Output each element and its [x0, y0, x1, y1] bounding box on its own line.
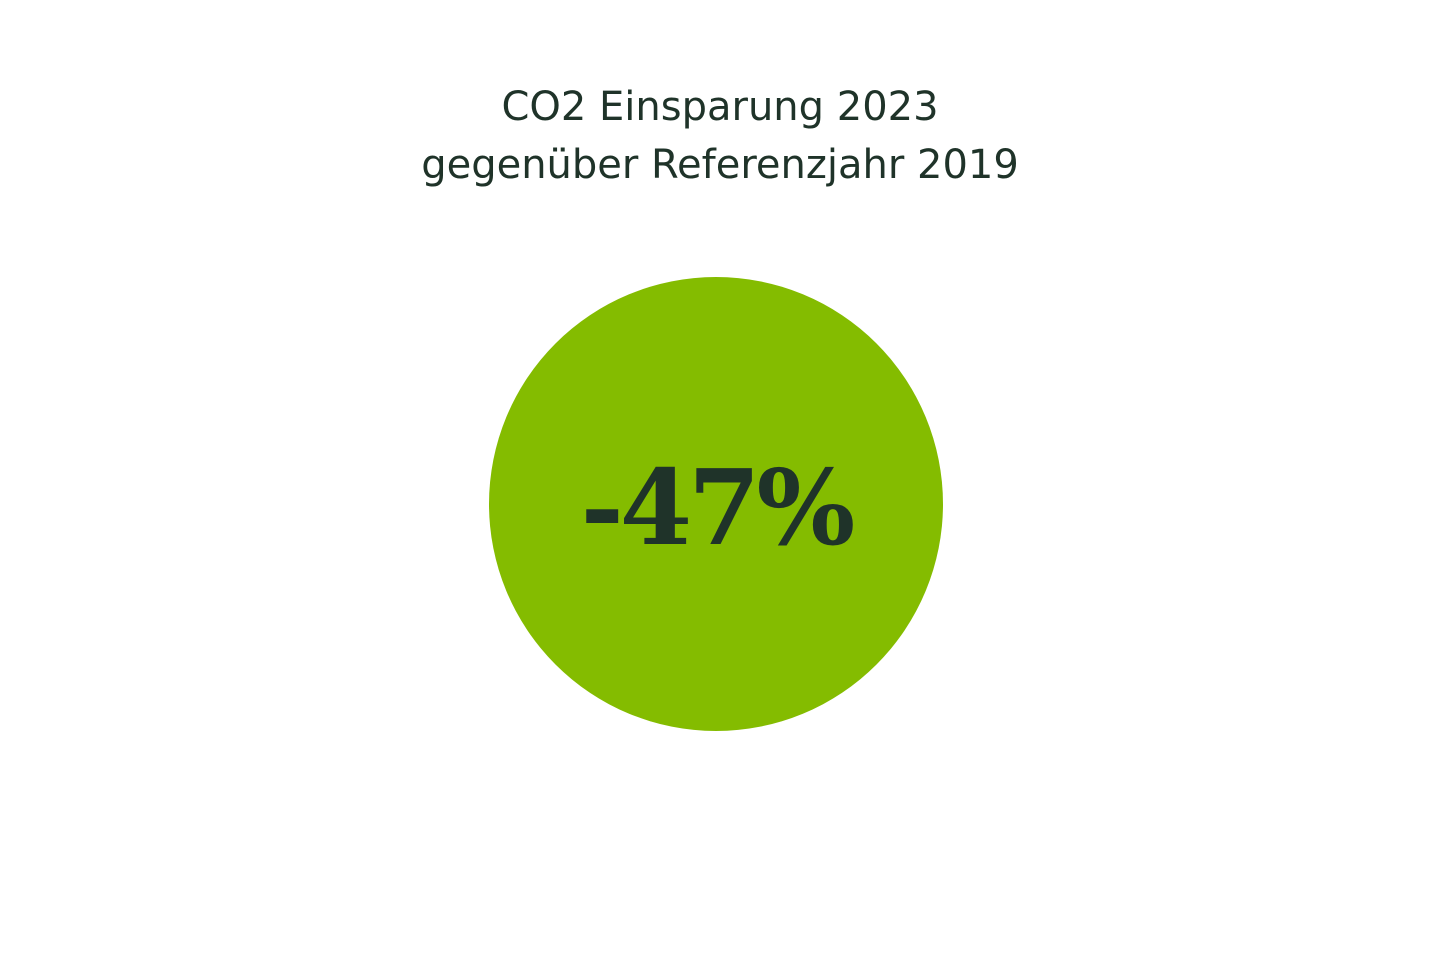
chart-title-line-1: CO2 Einsparung 2023 [501, 84, 939, 130]
kpi-circle: -47% [489, 277, 943, 731]
chart-title: CO2 Einsparung 2023 gegenüber Referenzja… [0, 78, 1440, 194]
kpi-value: -47% [580, 445, 856, 569]
chart-title-line-2: gegenüber Referenzjahr 2019 [421, 142, 1019, 188]
